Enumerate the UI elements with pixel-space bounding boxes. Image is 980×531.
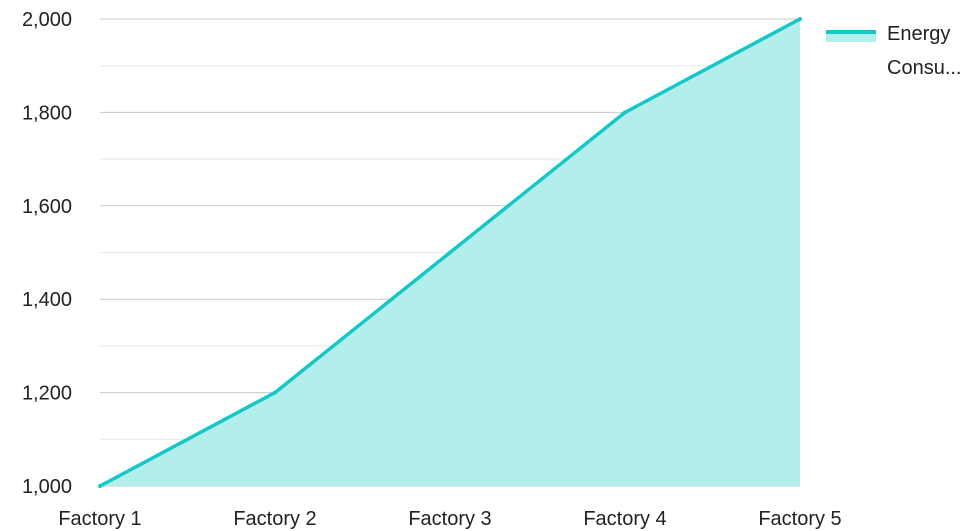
x-tick-label: Factory 4 xyxy=(583,508,666,530)
data-point-1[interactable] xyxy=(98,484,102,488)
data-point-3[interactable] xyxy=(448,250,452,255)
data-point-4[interactable] xyxy=(623,110,627,115)
x-axis: Factory 1 Factory 2 Factory 3 Factory 4 Fact… xyxy=(58,508,841,530)
legend[interactable]: Energy Consu... xyxy=(826,23,961,79)
x-tick-label: Factory 1 xyxy=(58,508,141,530)
x-tick-label: Factory 3 xyxy=(408,508,491,530)
y-tick-label: 1,200 xyxy=(22,383,72,405)
data-point-2[interactable] xyxy=(273,390,277,395)
y-tick-label: 1,800 xyxy=(22,102,72,124)
x-tick-label: Factory 5 xyxy=(758,508,841,530)
y-tick-label: 1,400 xyxy=(22,289,72,311)
y-tick-label: 1,000 xyxy=(22,476,72,498)
legend-swatch-fill xyxy=(826,32,876,42)
data-point-5[interactable] xyxy=(798,17,802,21)
legend-label-line-2: Consu... xyxy=(887,57,961,79)
y-tick-label: 1,600 xyxy=(22,196,72,218)
x-tick-label: Factory 2 xyxy=(233,508,316,530)
legend-label-line-1: Energy xyxy=(887,23,950,45)
y-axis: 1,000 1,200 1,400 1,600 1,800 2,000 xyxy=(22,9,72,498)
series-area-layer xyxy=(98,17,802,488)
y-tick-label: 2,000 xyxy=(22,9,72,31)
